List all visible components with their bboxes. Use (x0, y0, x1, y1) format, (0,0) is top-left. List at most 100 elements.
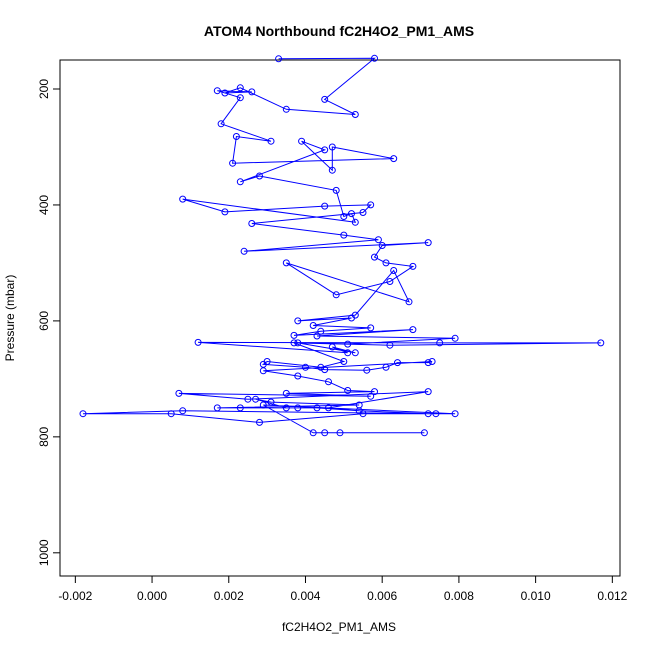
data-point (321, 202, 329, 210)
data-point (294, 372, 302, 380)
x-tick-label: 0.008 (444, 589, 474, 603)
data-point (179, 407, 187, 415)
x-axis: -0.002 0.000 0.002 0.004 0.006 0.008 0.010 0.01… (58, 576, 628, 603)
data-point (259, 367, 267, 375)
data-point (236, 84, 244, 92)
data-point (290, 339, 298, 347)
y-tick-label: 400 (37, 195, 51, 215)
data-point (321, 146, 329, 154)
data-point (275, 55, 283, 63)
data-point (282, 259, 290, 267)
data-point (424, 410, 432, 418)
data-point (344, 387, 352, 394)
data-point (167, 410, 175, 418)
y-tick-label: 200 (37, 79, 51, 99)
x-tick-label: 0.000 (137, 589, 167, 603)
data-point (248, 220, 256, 227)
data-point (363, 366, 371, 374)
data-point (332, 291, 340, 299)
data-point (321, 95, 329, 103)
data-point (79, 410, 87, 418)
data-point (282, 404, 290, 412)
data-point (328, 166, 336, 174)
data-point (351, 218, 359, 226)
data-point (325, 378, 332, 386)
series-line (82, 57, 601, 434)
data-point (175, 389, 183, 397)
data-point (451, 334, 459, 342)
data-point (325, 404, 332, 412)
data-point (244, 395, 252, 403)
data-point (236, 94, 244, 102)
data-point (371, 388, 378, 396)
data-point (351, 349, 359, 357)
x-tick-label: 0.010 (521, 589, 551, 603)
data-point (332, 186, 340, 194)
data-point (371, 253, 378, 261)
data-point (248, 88, 256, 96)
data-point (348, 314, 355, 322)
data-point (317, 363, 325, 371)
data-point (313, 404, 321, 412)
data-point (378, 242, 386, 249)
data-point (213, 404, 221, 412)
x-tick-label: 0.004 (290, 589, 320, 603)
data-point (371, 54, 378, 62)
data-point (367, 201, 375, 209)
data-point (451, 410, 459, 418)
data-point (359, 209, 367, 216)
data-point (232, 133, 240, 140)
data-point (252, 395, 260, 403)
data-point (267, 398, 275, 406)
data-point (317, 327, 325, 335)
data-point (229, 159, 237, 167)
y-axis-label: Pressure (mbar) (3, 275, 17, 362)
data-point (348, 210, 355, 218)
data-point (394, 359, 401, 367)
data-point (340, 213, 348, 220)
data-point (340, 231, 348, 239)
data-point (432, 410, 440, 418)
data-point (267, 137, 275, 145)
data-point (390, 155, 398, 163)
data-point (282, 105, 290, 113)
plot-frame (59, 59, 621, 577)
data-point (367, 392, 375, 400)
data-point (294, 404, 302, 412)
data-point (290, 331, 298, 339)
data-point (256, 172, 263, 180)
data-point (194, 338, 202, 346)
data-point (328, 343, 336, 351)
data-point (428, 358, 436, 365)
x-axis-label: fC2H4O2_PM1_AMS (282, 620, 396, 634)
data-point (409, 326, 417, 334)
data-point (302, 363, 309, 371)
data-point (340, 358, 348, 365)
data-point (309, 322, 317, 329)
data-point (386, 278, 394, 285)
data-point (409, 262, 417, 270)
data-point (221, 89, 229, 97)
data-point (259, 401, 267, 409)
data-point (213, 87, 221, 95)
data-point (436, 339, 444, 347)
data-point (359, 410, 367, 418)
data-point (390, 267, 398, 274)
data-point (240, 247, 248, 255)
data-point (382, 363, 390, 371)
data-point (344, 349, 352, 357)
data-point (321, 429, 329, 437)
data-point (294, 339, 302, 347)
data-point (309, 429, 317, 437)
x-tick-label: 0.006 (367, 589, 397, 603)
data-point (221, 208, 229, 216)
data-point (179, 195, 187, 203)
data-point (351, 111, 359, 118)
data-point (328, 143, 336, 151)
data-point (236, 404, 244, 412)
data-point (386, 341, 394, 349)
y-axis: 200 400 600 800 1000 (37, 79, 60, 566)
data-point (374, 236, 382, 244)
data-point (313, 332, 321, 340)
